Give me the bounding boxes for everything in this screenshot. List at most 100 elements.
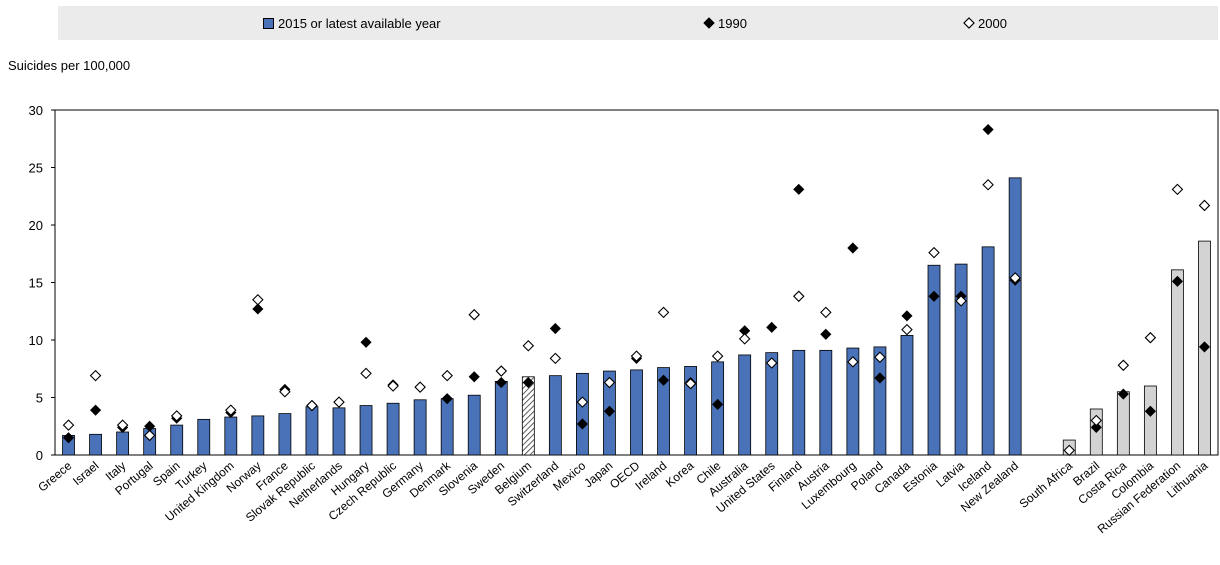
- bar-slovak-republic: [305, 406, 319, 456]
- marker-2000-lithuania: [1198, 199, 1211, 212]
- marker-2000-greece: [62, 419, 75, 431]
- marker-2000-mexico: [576, 396, 589, 408]
- bar-finland: [792, 349, 806, 456]
- marker-2000-canada: [901, 323, 913, 336]
- category-label-south-africa: South Africa: [1017, 458, 1076, 511]
- bar-korea: [684, 366, 697, 456]
- bar-estonia: [927, 264, 941, 456]
- marker-2000-germany: [414, 381, 426, 393]
- marker-1990-canada: [901, 310, 913, 322]
- bar-belgium: [521, 376, 535, 456]
- marker-2000-france: [279, 385, 291, 398]
- legend-label-1990: 1990: [718, 15, 747, 31]
- bar-oecd: [630, 369, 643, 456]
- marker-1990-poland: [874, 372, 886, 384]
- bar-canada: [900, 334, 914, 456]
- legend-label-2000: 2000: [978, 15, 1007, 31]
- bar-turkey: [197, 418, 211, 456]
- marker-2000-australia: [738, 333, 751, 345]
- marker-1990-mexico: [576, 418, 588, 430]
- marker-1990-costa-rica: [1117, 388, 1129, 400]
- marker-1990-iceland: [982, 123, 994, 136]
- y-tick-label: 0: [36, 448, 43, 463]
- marker-1990-sweden: [495, 376, 507, 389]
- bar-australia: [738, 354, 752, 456]
- category-label-korea: Korea: [663, 458, 697, 490]
- bar-slovenia: [467, 394, 481, 456]
- bar-sweden: [494, 380, 508, 456]
- marker-2000-portugal: [143, 429, 156, 442]
- category-label-israel: Israel: [70, 459, 101, 489]
- marker-2000-slovak-republic: [306, 399, 318, 412]
- y-tick-label: 5: [36, 391, 43, 406]
- marker-1990-colombia: [1144, 405, 1156, 417]
- y-tick-label: 15: [29, 276, 43, 291]
- marker-2000-switzerland: [549, 352, 562, 365]
- marker-1990-hungary: [360, 336, 372, 348]
- bar-new-zealand: [1008, 177, 1022, 456]
- marker-2000-chile: [711, 350, 724, 362]
- legend-bar-swatch: [263, 17, 274, 29]
- bar-russian-federation: [1171, 269, 1184, 456]
- marker-2000-united-states: [765, 357, 778, 369]
- bar-netherlands: [332, 407, 346, 456]
- marker-2000-latvia: [955, 295, 967, 307]
- bar-united-kingdom: [224, 416, 238, 456]
- marker-2000-russian-federation: [1171, 183, 1184, 196]
- category-label-greece: Greece: [35, 458, 74, 494]
- bar-costa-rica: [1116, 391, 1130, 456]
- bar-luxembourg: [846, 347, 860, 456]
- marker-2000-luxembourg: [847, 356, 859, 368]
- marker-2000-south-africa: [1063, 444, 1076, 457]
- marker-2000-netherlands: [333, 396, 345, 408]
- marker-2000-japan: [603, 376, 616, 389]
- bar-latvia: [954, 263, 968, 456]
- marker-1990-norway: [252, 303, 264, 315]
- bar-switzerland: [548, 375, 562, 456]
- marker-1990-luxembourg: [847, 242, 859, 254]
- marker-2000-ireland: [657, 306, 670, 319]
- marker-1990-switzerland: [549, 322, 561, 335]
- marker-2000-finland: [793, 290, 805, 303]
- bar-israel: [89, 433, 102, 456]
- y-tick-label: 30: [29, 103, 43, 118]
- marker-1990-belgium: [522, 376, 534, 389]
- bar-italy: [116, 431, 130, 456]
- marker-2000-norway: [252, 293, 264, 306]
- marker-1990-united-states: [766, 321, 778, 333]
- marker-1990-russian-federation: [1171, 275, 1183, 287]
- marker-1990-austria: [820, 328, 832, 340]
- marker-1990-japan: [603, 405, 616, 417]
- marker-1990-ireland: [657, 374, 670, 386]
- bar-germany: [413, 399, 427, 456]
- legend-item-2000: 2000: [963, 6, 1007, 40]
- marker-1990-israel: [90, 404, 102, 416]
- marker-2000-sweden: [495, 365, 508, 377]
- bar-spain: [170, 424, 184, 456]
- marker-2000-hungary: [360, 367, 372, 380]
- marker-1990-estonia: [928, 290, 940, 302]
- y-tick-label: 10: [29, 333, 43, 348]
- legend-hollow-diamond-icon: [963, 17, 975, 29]
- bar-austria: [819, 349, 833, 456]
- legend-label-bar: 2015 or latest available year: [278, 15, 441, 31]
- bar-poland: [873, 346, 887, 456]
- legend: 2015 or latest available year 1990 2000: [58, 6, 1218, 40]
- bar-norway: [251, 415, 265, 456]
- bar-iceland: [981, 246, 995, 456]
- legend-item-bar: 2015 or latest available year: [263, 6, 441, 40]
- marker-2000-slovenia: [468, 308, 480, 321]
- marker-1990-lithuania: [1198, 341, 1211, 353]
- bar-united-states: [765, 352, 779, 456]
- marker-2000-czech-republic: [387, 380, 399, 392]
- marker-2000-denmark: [441, 369, 453, 382]
- bar-france: [278, 413, 292, 456]
- marker-2000-united-kingdom: [225, 404, 237, 416]
- y-axis-label: Suicides per 100,000: [8, 58, 131, 73]
- bar-ireland: [657, 367, 670, 456]
- bar-hungary: [359, 405, 373, 456]
- legend-filled-diamond-icon: [703, 17, 715, 29]
- y-tick-label: 20: [29, 218, 43, 233]
- marker-2000-italy: [116, 419, 129, 431]
- marker-2000-new-zealand: [1009, 272, 1021, 284]
